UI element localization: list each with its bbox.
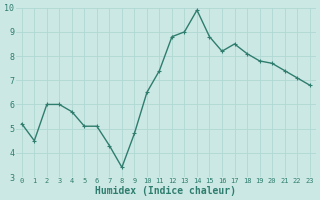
X-axis label: Humidex (Indice chaleur): Humidex (Indice chaleur) xyxy=(95,186,236,196)
